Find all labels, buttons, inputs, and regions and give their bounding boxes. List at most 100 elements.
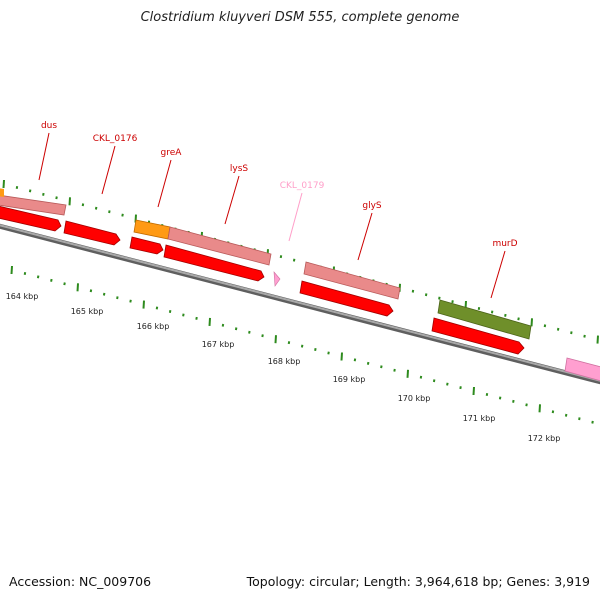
minor-tick bbox=[498, 396, 502, 400]
genome-summary-text: Topology: circular; Length: 3,964,618 bp… bbox=[246, 574, 590, 589]
gene-label-lysS: lysS bbox=[230, 164, 249, 174]
scale-label: 168 kbp bbox=[268, 357, 301, 366]
minor-tick bbox=[451, 300, 454, 304]
minor-tick bbox=[424, 293, 428, 297]
minor-tick bbox=[50, 278, 53, 282]
gene-leader-lines bbox=[38, 132, 506, 299]
scale-label: 169 kbp bbox=[333, 375, 366, 384]
minor-tick bbox=[504, 313, 507, 317]
minor-tick bbox=[366, 361, 370, 365]
minor-tick bbox=[393, 368, 396, 372]
minor-tick bbox=[314, 348, 317, 351]
cds-features bbox=[0, 206, 525, 355]
map-title: Clostridium kluyveri DSM 555, complete g… bbox=[140, 10, 460, 25]
minor-tick bbox=[556, 327, 560, 331]
minor-tick bbox=[195, 316, 198, 320]
minor-tick bbox=[116, 296, 119, 300]
major-tick bbox=[274, 335, 277, 344]
scale-label: 172 kbp bbox=[528, 434, 561, 443]
gene-label-glyS: glyS bbox=[362, 201, 382, 211]
minor-tick bbox=[28, 189, 32, 193]
minor-tick bbox=[63, 282, 66, 286]
minor-tick bbox=[525, 403, 528, 407]
minor-tick bbox=[411, 289, 415, 293]
minor-tick bbox=[477, 307, 481, 310]
scale-label: 167 kbp bbox=[202, 340, 235, 349]
minor-tick bbox=[15, 186, 19, 189]
major-tick bbox=[530, 318, 533, 327]
minor-tick bbox=[517, 317, 520, 321]
minor-tick bbox=[578, 417, 581, 421]
major-tick bbox=[208, 317, 211, 326]
cds-arrow-2 bbox=[63, 220, 121, 246]
gene-label-dus: dus bbox=[41, 121, 57, 131]
major-tick bbox=[538, 404, 541, 413]
accession-text: Accession: NC_009706 bbox=[9, 574, 152, 589]
cds-arrow-6 bbox=[431, 317, 525, 355]
minor-tick bbox=[485, 393, 489, 396]
major-tick bbox=[2, 179, 5, 189]
minor-tick bbox=[55, 196, 58, 200]
gene-label-murD: murD bbox=[492, 239, 517, 249]
forward-features bbox=[0, 188, 600, 382]
minor-tick bbox=[438, 296, 441, 300]
minor-tick bbox=[129, 299, 132, 303]
minor-tick bbox=[221, 323, 225, 327]
minor-tick bbox=[168, 310, 172, 313]
upper-tick-row bbox=[2, 179, 599, 344]
minor-tick bbox=[234, 327, 238, 331]
minor-tick bbox=[551, 410, 555, 414]
scale-labels: 164 kbp 165 kbp 166 kbp 167 kbp 168 kbp … bbox=[6, 292, 561, 443]
minor-tick bbox=[353, 358, 357, 362]
minor-tick bbox=[261, 334, 264, 338]
feature-pink-arrow-ckl0179 bbox=[273, 271, 281, 287]
minor-tick bbox=[94, 206, 98, 210]
minor-tick bbox=[155, 306, 159, 310]
minor-tick bbox=[248, 330, 251, 334]
minor-tick bbox=[419, 375, 423, 379]
minor-tick bbox=[292, 258, 296, 262]
cds-arrow-3 bbox=[129, 236, 164, 255]
leader-lysS bbox=[224, 175, 240, 225]
gene-labels: dus CKL_0176 greA lysS CKL_0179 glyS mur… bbox=[41, 121, 518, 249]
scale-label: 164 kbp bbox=[6, 292, 39, 301]
minor-tick bbox=[182, 313, 185, 317]
lower-tick-row bbox=[10, 265, 594, 424]
scale-label: 166 kbp bbox=[137, 322, 170, 331]
minor-tick bbox=[327, 351, 330, 355]
feature-salmon-lysS bbox=[167, 226, 272, 266]
major-tick bbox=[10, 265, 13, 275]
minor-tick bbox=[108, 210, 111, 214]
minor-tick bbox=[570, 331, 573, 335]
major-tick bbox=[406, 369, 409, 378]
minor-tick bbox=[490, 310, 494, 314]
leader-ckl0179 bbox=[288, 192, 303, 242]
gene-label-ckl0179: CKL_0179 bbox=[280, 181, 325, 191]
feature-orange-edge bbox=[0, 188, 4, 197]
minor-tick bbox=[543, 324, 547, 328]
leader-glyS bbox=[357, 212, 373, 261]
minor-tick bbox=[564, 413, 568, 417]
major-tick bbox=[340, 352, 343, 361]
scale-label: 171 kbp bbox=[463, 414, 496, 423]
gene-label-ckl0176: CKL_0176 bbox=[93, 134, 138, 144]
minor-tick bbox=[512, 399, 515, 403]
minor-tick bbox=[36, 275, 40, 279]
feature-salmon-glyS bbox=[303, 261, 401, 300]
minor-tick bbox=[591, 420, 594, 424]
leader-greA bbox=[157, 159, 172, 208]
scale-label: 170 kbp bbox=[398, 394, 431, 403]
leader-ckl0176 bbox=[101, 145, 116, 195]
feature-olive-murD bbox=[437, 299, 532, 340]
major-tick bbox=[76, 283, 79, 292]
major-tick bbox=[472, 386, 475, 396]
scale-label: 165 kbp bbox=[71, 307, 104, 316]
minor-tick bbox=[300, 344, 304, 348]
minor-tick bbox=[446, 382, 449, 386]
feature-orange-greA bbox=[133, 219, 171, 240]
feature-salmon-dus bbox=[0, 194, 67, 216]
leader-murD bbox=[490, 250, 506, 299]
minor-tick bbox=[89, 289, 93, 293]
cds-arrow-4 bbox=[163, 244, 265, 282]
